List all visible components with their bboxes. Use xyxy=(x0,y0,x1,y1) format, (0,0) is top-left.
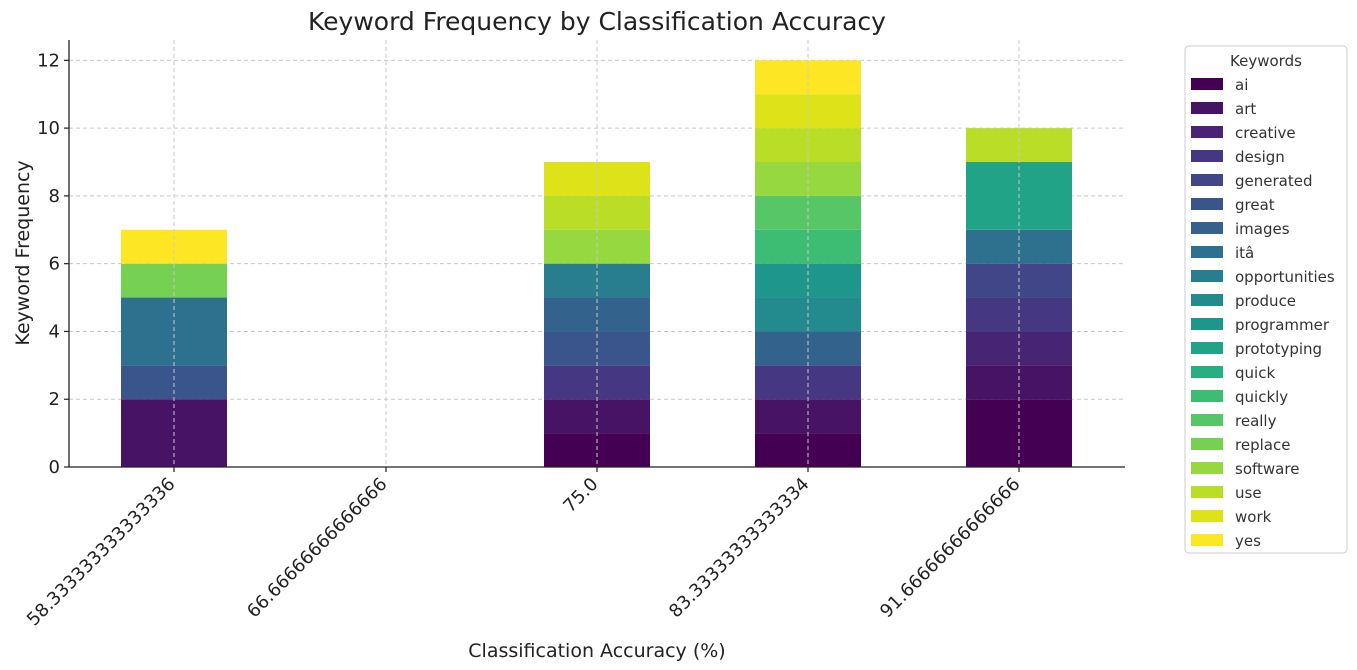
legend-label-ai: ai xyxy=(1235,76,1248,94)
legend-label-quick: quick xyxy=(1235,364,1275,382)
y-ticks: 0 2 4 6 8 10 12 xyxy=(37,50,69,478)
legend-swatch-yes xyxy=(1191,534,1223,546)
legend-label-design: design xyxy=(1235,148,1285,166)
y-axis-title: Keyword Frequency xyxy=(12,160,34,345)
y-tick-label: 10 xyxy=(37,118,60,139)
y-tick-label: 6 xyxy=(49,254,60,275)
legend-label-itâ: itâ xyxy=(1235,244,1254,262)
legend-swatch-opportunities xyxy=(1191,270,1223,282)
legend-swatch-images xyxy=(1191,222,1223,234)
legend-swatch-software xyxy=(1191,462,1223,474)
x-tick-label: 83.33333333333334 xyxy=(665,474,813,622)
x-tick-label: 66.66666666666666 xyxy=(243,474,391,622)
legend-swatch-programmer xyxy=(1191,318,1223,330)
legend-label-software: software xyxy=(1235,460,1299,478)
legend-label-programmer: programmer xyxy=(1235,316,1330,334)
legend-swatch-great xyxy=(1191,198,1223,210)
y-tick-label: 12 xyxy=(37,50,60,71)
legend-entries: ai art creative design generated great images i… xyxy=(1191,76,1335,550)
legend-label-great: great xyxy=(1235,196,1275,214)
legend-label-work: work xyxy=(1235,508,1272,526)
legend-swatch-replace xyxy=(1191,438,1223,450)
legend-frame xyxy=(1184,45,1348,554)
legend-label-really: really xyxy=(1235,412,1277,430)
legend-swatch-generated xyxy=(1191,174,1223,186)
legend-label-images: images xyxy=(1235,220,1290,238)
legend-swatch-use xyxy=(1191,486,1223,498)
y-tick-label: 0 xyxy=(49,457,60,478)
y-tick-label: 2 xyxy=(49,389,60,410)
legend-swatch-design xyxy=(1191,150,1223,162)
legend-label-replace: replace xyxy=(1235,436,1290,454)
legend-title: Keywords xyxy=(1230,52,1302,70)
y-tick-label: 8 xyxy=(49,186,60,207)
legend-label-quickly: quickly xyxy=(1235,388,1288,406)
legend-swatch-prototyping xyxy=(1191,342,1223,354)
x-axis-title: Classification Accuracy (%) xyxy=(468,640,725,662)
legend-label-yes: yes xyxy=(1235,532,1261,550)
legend-swatch-really xyxy=(1191,414,1223,426)
legend-label-art: art xyxy=(1235,100,1256,118)
legend-label-generated: generated xyxy=(1235,172,1312,190)
bars xyxy=(121,40,1072,467)
x-tick-label: 75.0 xyxy=(559,474,602,517)
legend-label-use: use xyxy=(1235,484,1262,502)
legend-swatch-itâ xyxy=(1191,246,1223,258)
legend-label-prototyping: prototyping xyxy=(1235,340,1322,358)
legend-swatch-creative xyxy=(1191,126,1223,138)
legend: Keywords ai art creative design generated gre… xyxy=(1184,45,1348,554)
legend-swatch-quickly xyxy=(1191,390,1223,402)
legend-label-produce: produce xyxy=(1235,292,1296,310)
legend-swatch-produce xyxy=(1191,294,1223,306)
x-ticks: 58.333333333333336 66.66666666666666 75.0 8… xyxy=(23,467,1025,630)
legend-swatch-art xyxy=(1191,102,1223,114)
chart-title: Keyword Frequency by Classification Accu… xyxy=(308,7,886,36)
y-tick-label: 4 xyxy=(49,321,60,342)
legend-swatch-ai xyxy=(1191,78,1223,90)
legend-swatch-work xyxy=(1191,510,1223,522)
x-tick-label: 91.66666666666666 xyxy=(876,474,1024,622)
legend-label-opportunities: opportunities xyxy=(1235,268,1335,286)
legend-swatch-quick xyxy=(1191,366,1223,378)
x-tick-label: 58.333333333333336 xyxy=(23,474,180,631)
legend-label-creative: creative xyxy=(1235,124,1296,142)
